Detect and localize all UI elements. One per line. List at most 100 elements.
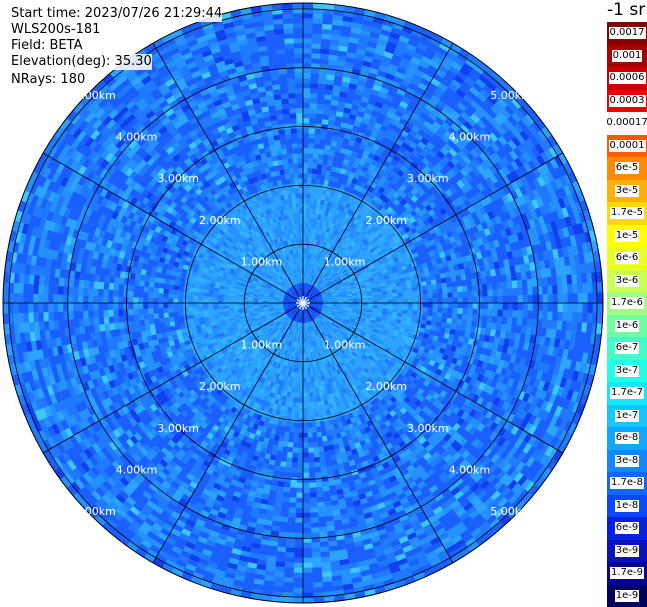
- scan-cell: [302, 17, 314, 24]
- scan-cell: [306, 177, 312, 184]
- scan-cell: [476, 314, 483, 323]
- scan-cell: [486, 315, 493, 324]
- scan-cell: [309, 92, 318, 99]
- scan-cell: [302, 92, 311, 99]
- scan-cell: [582, 292, 589, 304]
- scan-cell: [531, 278, 538, 288]
- scan-cell: [392, 292, 399, 297]
- scan-cell: [312, 12, 324, 19]
- scan-cell: [597, 292, 604, 304]
- scan-cell: [516, 279, 523, 289]
- scan-cell: [461, 279, 468, 287]
- scan-cell: [501, 281, 508, 290]
- scan-cell: [527, 310, 534, 320]
- scan-cell: [557, 293, 564, 304]
- scan-cell: [577, 302, 584, 314]
- scan-cell: [447, 292, 454, 299]
- scan-cell: [407, 306, 414, 311]
- scan-cell: [567, 293, 574, 304]
- scan-cell: [456, 318, 463, 326]
- scan-cell: [482, 309, 489, 317]
- scan-cell: [467, 302, 474, 310]
- scan-cell: [442, 302, 449, 309]
- scan-cell: [532, 294, 539, 304]
- scan-cell: [347, 299, 354, 302]
- scan-cell: [456, 313, 463, 320]
- scan-cell: [367, 297, 374, 301]
- scan-cell: [582, 302, 589, 314]
- scan-cell: [310, 77, 319, 84]
- scan-cell: [308, 127, 316, 134]
- scan-cell: [492, 289, 499, 297]
- scan-cell: [451, 281, 458, 288]
- scan-cell: [421, 285, 428, 291]
- scan-cell: [313, 143, 320, 150]
- scan-cell: [512, 310, 519, 319]
- scan-cell: [451, 313, 458, 320]
- scan-cell: [557, 311, 564, 322]
- scan-cell: [302, 157, 309, 164]
- scan-cell: [382, 302, 389, 307]
- scan-cell: [462, 308, 469, 315]
- scan-cell: [302, 172, 308, 179]
- scan-cell: [507, 309, 514, 318]
- scan-cell: [407, 295, 414, 300]
- scan-cell: [507, 302, 514, 311]
- scan-cell: [471, 314, 478, 322]
- scan-cell: [452, 302, 459, 309]
- scan-cell: [302, 222, 307, 229]
- scan-cell: [467, 296, 474, 304]
- scan-cell: [526, 278, 533, 288]
- scan-cell: [562, 311, 569, 322]
- scan-cell: [308, 132, 316, 139]
- scan-cell: [497, 309, 504, 318]
- scan-cell: [382, 293, 389, 298]
- scan-cell: [387, 302, 394, 307]
- scan-cell: [392, 296, 399, 301]
- scan-cell: [422, 298, 429, 304]
- scan-cell: [311, 168, 318, 174]
- scan-cell: [317, 153, 325, 160]
- scan-cell: [492, 295, 499, 304]
- scan-cell: [487, 302, 494, 310]
- scan-cell: [320, 128, 328, 135]
- scan-cell: [311, 32, 323, 39]
- scan-cell: [427, 298, 434, 304]
- scan-cell: [311, 52, 321, 59]
- scan-cell: [472, 308, 479, 316]
- scan-cell: [567, 311, 574, 323]
- scan-cell: [562, 302, 569, 313]
- scan-cell: [314, 133, 322, 140]
- scan-cell: [567, 283, 574, 295]
- scan-cell: [516, 317, 523, 327]
- scan-cell: [436, 283, 443, 290]
- scan-cell: [472, 290, 479, 298]
- scan-cell: [312, 22, 323, 29]
- scan-cell: [441, 312, 448, 319]
- scan-cell: [397, 292, 404, 297]
- scan-cell: [577, 292, 584, 304]
- scan-cell: [517, 302, 524, 311]
- scan-cell: [506, 280, 513, 289]
- scan-cell: [597, 302, 604, 314]
- scan-cell: [302, 142, 309, 149]
- scan-cell: [316, 108, 324, 115]
- scan-cell: [552, 293, 559, 304]
- scan-cell: [422, 311, 428, 317]
- scan-cell: [456, 286, 463, 293]
- scan-cell: [481, 315, 488, 323]
- scan-cell: [467, 290, 474, 298]
- scan-cell: [412, 310, 418, 316]
- scan-cell: [402, 295, 409, 300]
- scan-cell: [442, 297, 449, 304]
- scan-cell: [512, 302, 519, 311]
- scan-cell: [447, 307, 454, 314]
- scan-cell: [411, 286, 418, 292]
- scan-cell: [302, 167, 308, 174]
- scan-cell: [461, 285, 468, 293]
- scan-cell: [462, 302, 469, 310]
- scan-cell: [422, 306, 429, 312]
- scan-cell: [302, 202, 307, 209]
- scan-cell: [452, 307, 459, 315]
- scan-cell: [387, 296, 394, 301]
